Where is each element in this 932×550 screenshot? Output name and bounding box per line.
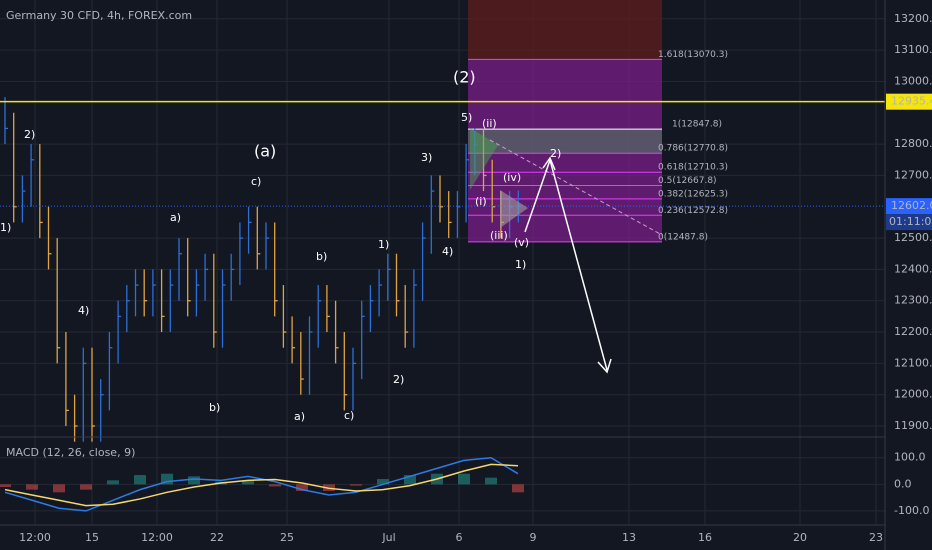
wave-label: (iii) bbox=[490, 229, 508, 242]
x-tick-label: Jul bbox=[381, 531, 395, 544]
y-tick-label: 13100.0 bbox=[894, 43, 932, 56]
wave-label: 1) bbox=[515, 258, 526, 271]
fib-label: 0.786(12770.8) bbox=[658, 144, 728, 154]
y-tick-label: 13200.0 bbox=[894, 12, 932, 25]
fib-label: 0.618(12710.3) bbox=[658, 163, 728, 173]
y-tick-label: 100.0 bbox=[894, 451, 926, 464]
histogram-bar bbox=[242, 480, 254, 485]
price-bars bbox=[4, 97, 522, 442]
y-tick-label: 11900.0 bbox=[894, 419, 932, 432]
fib-zone-grey bbox=[468, 129, 662, 154]
fib-label: 1.618(13070.3) bbox=[658, 50, 728, 60]
x-tick-label: 15 bbox=[85, 531, 99, 544]
histogram-bar bbox=[107, 480, 119, 485]
fib-zones: 1.618(13070.3) 1(12847.8) 0.786(12770.8) 0.… bbox=[468, 0, 728, 243]
fib-label: 1(12847.8) bbox=[672, 120, 722, 130]
wave-label: (a) bbox=[254, 142, 276, 161]
wave-label: 1) bbox=[0, 221, 11, 234]
histogram-bar bbox=[512, 484, 524, 493]
wave-label: (i) bbox=[475, 195, 487, 208]
histogram-bar bbox=[485, 477, 497, 485]
wave-label: 2) bbox=[393, 373, 404, 386]
x-tick-label: 20 bbox=[793, 531, 807, 544]
macd-line bbox=[4, 463, 519, 507]
countdown-box bbox=[886, 214, 932, 231]
y-tick-label: 12300.0 bbox=[894, 294, 932, 307]
y-tick-label: 13000.0 bbox=[894, 74, 932, 87]
x-tick-label: 13 bbox=[622, 531, 636, 544]
indicator-title: MACD (12, 26, close, 9) bbox=[6, 446, 135, 459]
drawings bbox=[0, 100, 885, 374]
arrow-head bbox=[597, 358, 612, 374]
x-tick-label: 22 bbox=[210, 531, 224, 544]
y-tick-label: 12000.0 bbox=[894, 388, 932, 401]
fib-label: 0.5(12667.8) bbox=[658, 176, 717, 186]
histogram-bar bbox=[269, 484, 281, 487]
x-tick-label: 16 bbox=[698, 531, 712, 544]
y-tick-label: 0.0 bbox=[894, 477, 912, 490]
wave-label: (iv) bbox=[503, 171, 521, 184]
fib-label: 0(12487.8) bbox=[658, 232, 708, 242]
fib-label: 0.382(12625.3) bbox=[658, 189, 728, 199]
y-tick-label: 12100.0 bbox=[894, 356, 932, 369]
x-tick-label: 9 bbox=[530, 531, 537, 544]
macd-line bbox=[4, 456, 519, 512]
wave-label: 1) bbox=[378, 238, 389, 251]
chart-title: Germany 30 CFD, 4h, FOREX.com bbox=[6, 9, 192, 22]
wave-label: a) bbox=[170, 211, 181, 224]
x-tick-label: 12:00 bbox=[19, 531, 51, 544]
y-tick-label: -100.0 bbox=[894, 504, 929, 517]
histogram-bar bbox=[188, 476, 200, 485]
wave-label: 2) bbox=[550, 147, 561, 160]
x-tick-label: 25 bbox=[280, 531, 294, 544]
histogram-bar bbox=[296, 484, 308, 491]
triangle-pattern bbox=[500, 190, 528, 228]
wave-label: (2) bbox=[453, 68, 476, 87]
histogram-bar bbox=[53, 484, 65, 493]
price-label-box bbox=[886, 93, 932, 110]
wave-label: 3) bbox=[421, 151, 432, 164]
y-tick-label: 12400.0 bbox=[894, 262, 932, 275]
wave-label: c) bbox=[344, 409, 354, 422]
histogram-bar bbox=[0, 484, 11, 487]
fib-zone-upper bbox=[468, 0, 662, 60]
price-label: 12935.4 bbox=[891, 95, 932, 108]
y-tick-label: 12200.0 bbox=[894, 325, 932, 338]
wave-label: a) bbox=[294, 410, 305, 423]
wave-label: 2) bbox=[24, 128, 35, 141]
price-label-box bbox=[886, 198, 932, 215]
countdown: 01:11:03 bbox=[889, 215, 932, 228]
wave-label: 5) bbox=[461, 111, 472, 124]
x-tick-label: 23 bbox=[869, 531, 883, 544]
wave-label: b) bbox=[209, 401, 220, 414]
histogram-bar bbox=[404, 475, 416, 485]
histogram-bar bbox=[377, 479, 389, 485]
triangle-pattern bbox=[470, 128, 498, 190]
price-label: 12602.0 bbox=[891, 199, 932, 212]
x-tick-label: 12:00 bbox=[141, 531, 173, 544]
y-tick-label: 12500.0 bbox=[894, 231, 932, 244]
histogram-bar bbox=[134, 475, 146, 485]
wave-label: 4) bbox=[442, 245, 453, 258]
histogram-bar bbox=[350, 484, 362, 486]
wave-label: 4) bbox=[78, 304, 89, 317]
y-tick-label: 12700.0 bbox=[894, 168, 932, 181]
wave-label: (v) bbox=[514, 236, 529, 249]
histogram-bar bbox=[161, 473, 173, 485]
fib-label: 0.236(12572.8) bbox=[658, 206, 728, 216]
histogram-bar bbox=[80, 484, 92, 490]
histogram-bar bbox=[26, 484, 38, 490]
dashed-trend bbox=[489, 139, 663, 236]
wave-label: b) bbox=[316, 250, 327, 263]
x-tick-label: 6 bbox=[456, 531, 463, 544]
y-tick-label: 12800.0 bbox=[894, 137, 932, 150]
wave-label: c) bbox=[251, 175, 261, 188]
projection-arrow bbox=[524, 157, 608, 371]
arrow-head bbox=[542, 156, 556, 171]
histogram-bar bbox=[458, 473, 470, 485]
wave-label: (ii) bbox=[482, 117, 497, 130]
